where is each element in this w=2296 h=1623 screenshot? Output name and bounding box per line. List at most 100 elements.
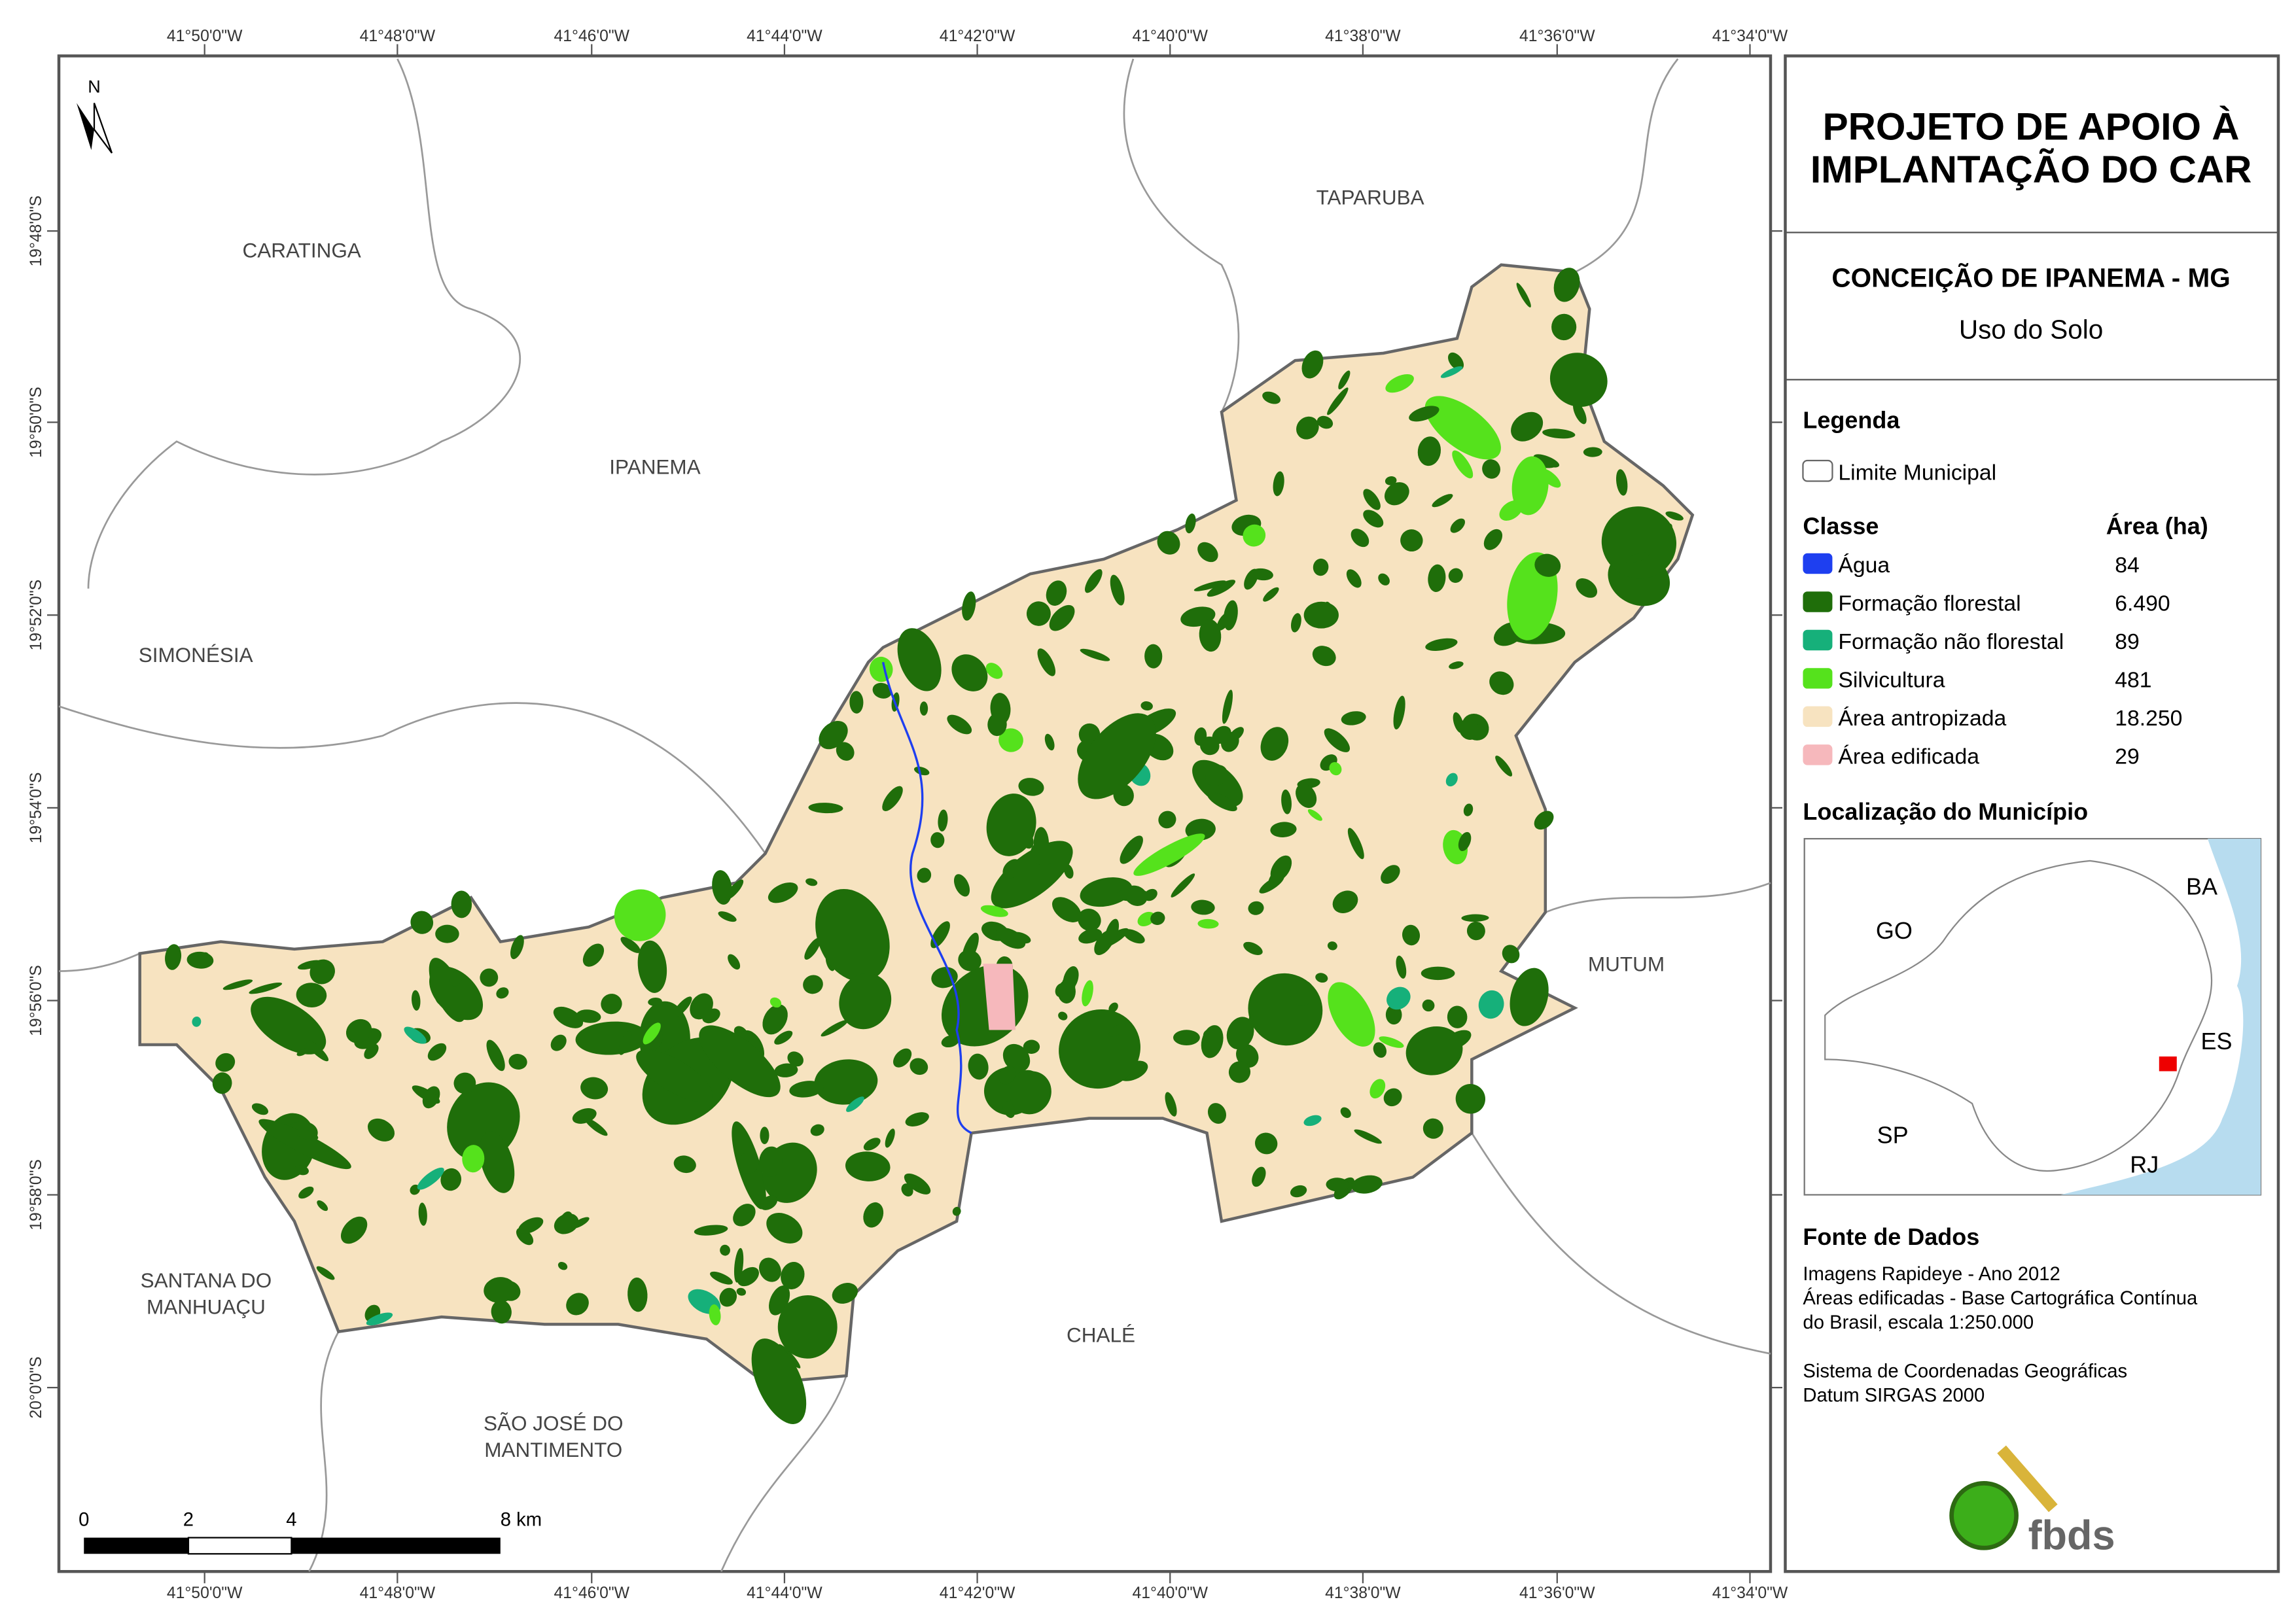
lon-label: 41°42'0"W [940,27,1016,45]
land-cover-patch [1078,908,1101,932]
land-cover-patch [1191,899,1215,915]
land-cover-patch [1328,982,1375,1047]
land-cover-patch [1226,1017,1254,1050]
scale-labels: 0 2 4 8 km [79,1510,542,1531]
land-cover-patch [737,1266,759,1287]
land-cover-patch [1455,1083,1486,1114]
lon-label: 41°42'0"W [940,1584,1016,1602]
sources-title: Fonte de Dados [1803,1223,1979,1250]
land-cover-patch [1553,268,1580,302]
land-cover-patch [719,1287,737,1307]
land-cover-patch [486,1039,505,1072]
location-label: BA [2186,873,2217,900]
boundary-line [1471,882,1771,1355]
land-cover-patch [1018,778,1044,796]
legend-entry: Limite Municipal [1838,460,1996,485]
land-cover-patch [1448,352,1464,370]
land-cover-patch [1338,370,1351,390]
land-cover-patch [636,1049,713,1102]
land-cover-patch [893,1048,912,1068]
land-cover-patch [1260,727,1289,761]
legend-swatch [1803,591,1833,612]
land-cover-patch [496,987,509,999]
scale-bar [187,1537,292,1555]
legend-area: 481 [2115,667,2151,692]
place-label: MUTUM [1588,952,1665,976]
land-cover-patch [768,882,798,903]
land-cover-patch [429,966,484,1021]
land-cover-patch [251,996,327,1055]
location-label: ES [2201,1028,2233,1055]
lat-label: 19°50'0"S [27,387,45,458]
land-cover-patch [774,1063,798,1077]
land-cover-patch [1341,711,1366,725]
graticule: 41°50'0"W 41°50'0"W 41°48'0"W 41°48'0"W 41°4… [27,27,1788,1602]
land-cover-patch [412,1085,440,1104]
title: IMPLANTAÇÃO DO CAR [1810,148,2252,191]
lat-label: 19°54'0"S [27,773,45,844]
land-cover-patch [576,1009,601,1023]
land-cover-patch [1405,1026,1463,1075]
land-cover-patch [620,937,641,953]
land-cover-patch [297,960,323,970]
scale-bar [291,1537,501,1554]
land-cover-patch [789,1081,824,1098]
place-label: CARATINGA [242,239,361,262]
land-cover-patch [863,1138,881,1151]
land-cover-patch [725,879,744,900]
legend-swatch [1803,668,1833,689]
land-cover-patch [953,874,970,897]
land-cover-patch [1516,283,1531,307]
land-cover-patch [1432,494,1453,508]
land-cover-patch [1421,966,1455,981]
land-cover-patch [787,1051,804,1067]
place-label: IPANEMA [609,455,700,478]
legend-area: 84 [2115,553,2140,578]
land-cover-patch [1108,1002,1118,1013]
land-cover-patch [1262,391,1281,404]
land-cover-patch [1440,366,1463,378]
land-cover-patch [758,1257,781,1282]
location-title: Localização do Município [1803,798,2088,825]
land-cover-patch [427,1043,447,1061]
lon-label: 41°40'0"W [1132,1584,1208,1602]
land-cover-patch [1316,415,1333,429]
place-label: SANTANA DO [141,1268,272,1292]
land-cover-patch [518,1217,544,1234]
land-cover-patch [836,742,855,761]
logo-bar [1997,1445,2058,1512]
land-cover-patch [938,809,948,832]
land-cover-patch [1051,897,1082,922]
land-cover-patch [480,968,499,987]
land-cover-patch [1450,518,1466,533]
land-cover-patch [1273,471,1284,497]
land-cover-patch [758,1146,783,1177]
land-cover-patch [510,935,524,960]
municipality-name: CONCEIÇÃO DE IPANEMA - MG [1831,263,2230,293]
land-cover-patch [618,1030,632,1055]
place-label: SÃO JOSÉ DO [484,1411,623,1435]
land-cover-patch [863,1202,884,1228]
land-cover-patch [1296,416,1319,440]
land-cover-patch [1165,1092,1177,1117]
land-cover-patch [1229,727,1244,742]
legend-swatch [1803,744,1833,765]
legend-class: Área edificada [1838,744,1979,769]
source-line: Áreas edificadas - Base Cartográfica Con… [1803,1287,2198,1309]
land-cover-patch [306,1039,329,1062]
land-cover-patch [1327,387,1349,415]
place-labels: CARATINGA TAPARUBA IPANEMA SIMONÉSIA MUTUM SA… [139,186,1665,1461]
land-cover-patch [1201,1025,1224,1058]
land-cover-patch [1373,1042,1387,1058]
land-cover-patch [412,990,421,1011]
lon-label: 41°46'0"W [554,1584,629,1602]
land-cover-patch [1243,941,1263,955]
land-cover-patch [1363,489,1381,510]
land-cover-patch [882,786,903,811]
land-cover-patch [580,1077,609,1100]
land-cover-patch [1393,695,1405,730]
land-cover-patch [762,1004,788,1035]
land-cover-patch [1120,835,1143,864]
land-cover-patch [819,720,848,750]
state-outline [1824,860,2213,1172]
